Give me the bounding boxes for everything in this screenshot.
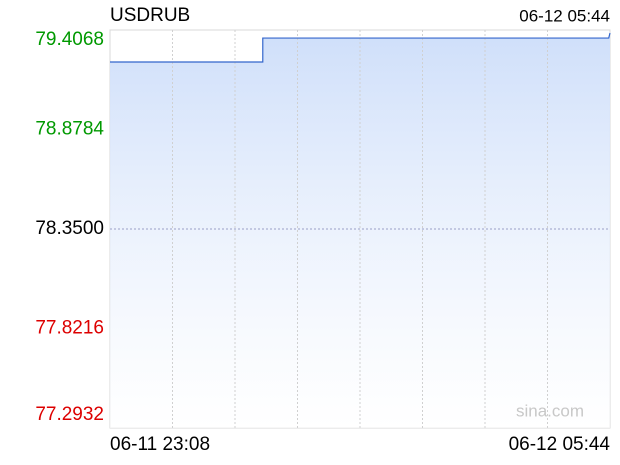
watermark: sina.com xyxy=(516,401,584,420)
x-tick-label: 06-12 05:44 xyxy=(509,434,611,455)
y-tick-label: 78.8784 xyxy=(35,119,104,140)
x-tick-label: 06-11 23:08 xyxy=(110,434,210,455)
chart-title: USDRUB xyxy=(110,5,190,26)
timestamp: 06-12 05:44 xyxy=(519,6,610,25)
y-tick-label: 78.3500 xyxy=(35,218,104,239)
y-tick-label: 79.4068 xyxy=(35,29,104,50)
line xyxy=(110,32,611,63)
y-tick-label: 77.8216 xyxy=(35,318,104,339)
y-tick-label: 77.2932 xyxy=(35,404,104,425)
